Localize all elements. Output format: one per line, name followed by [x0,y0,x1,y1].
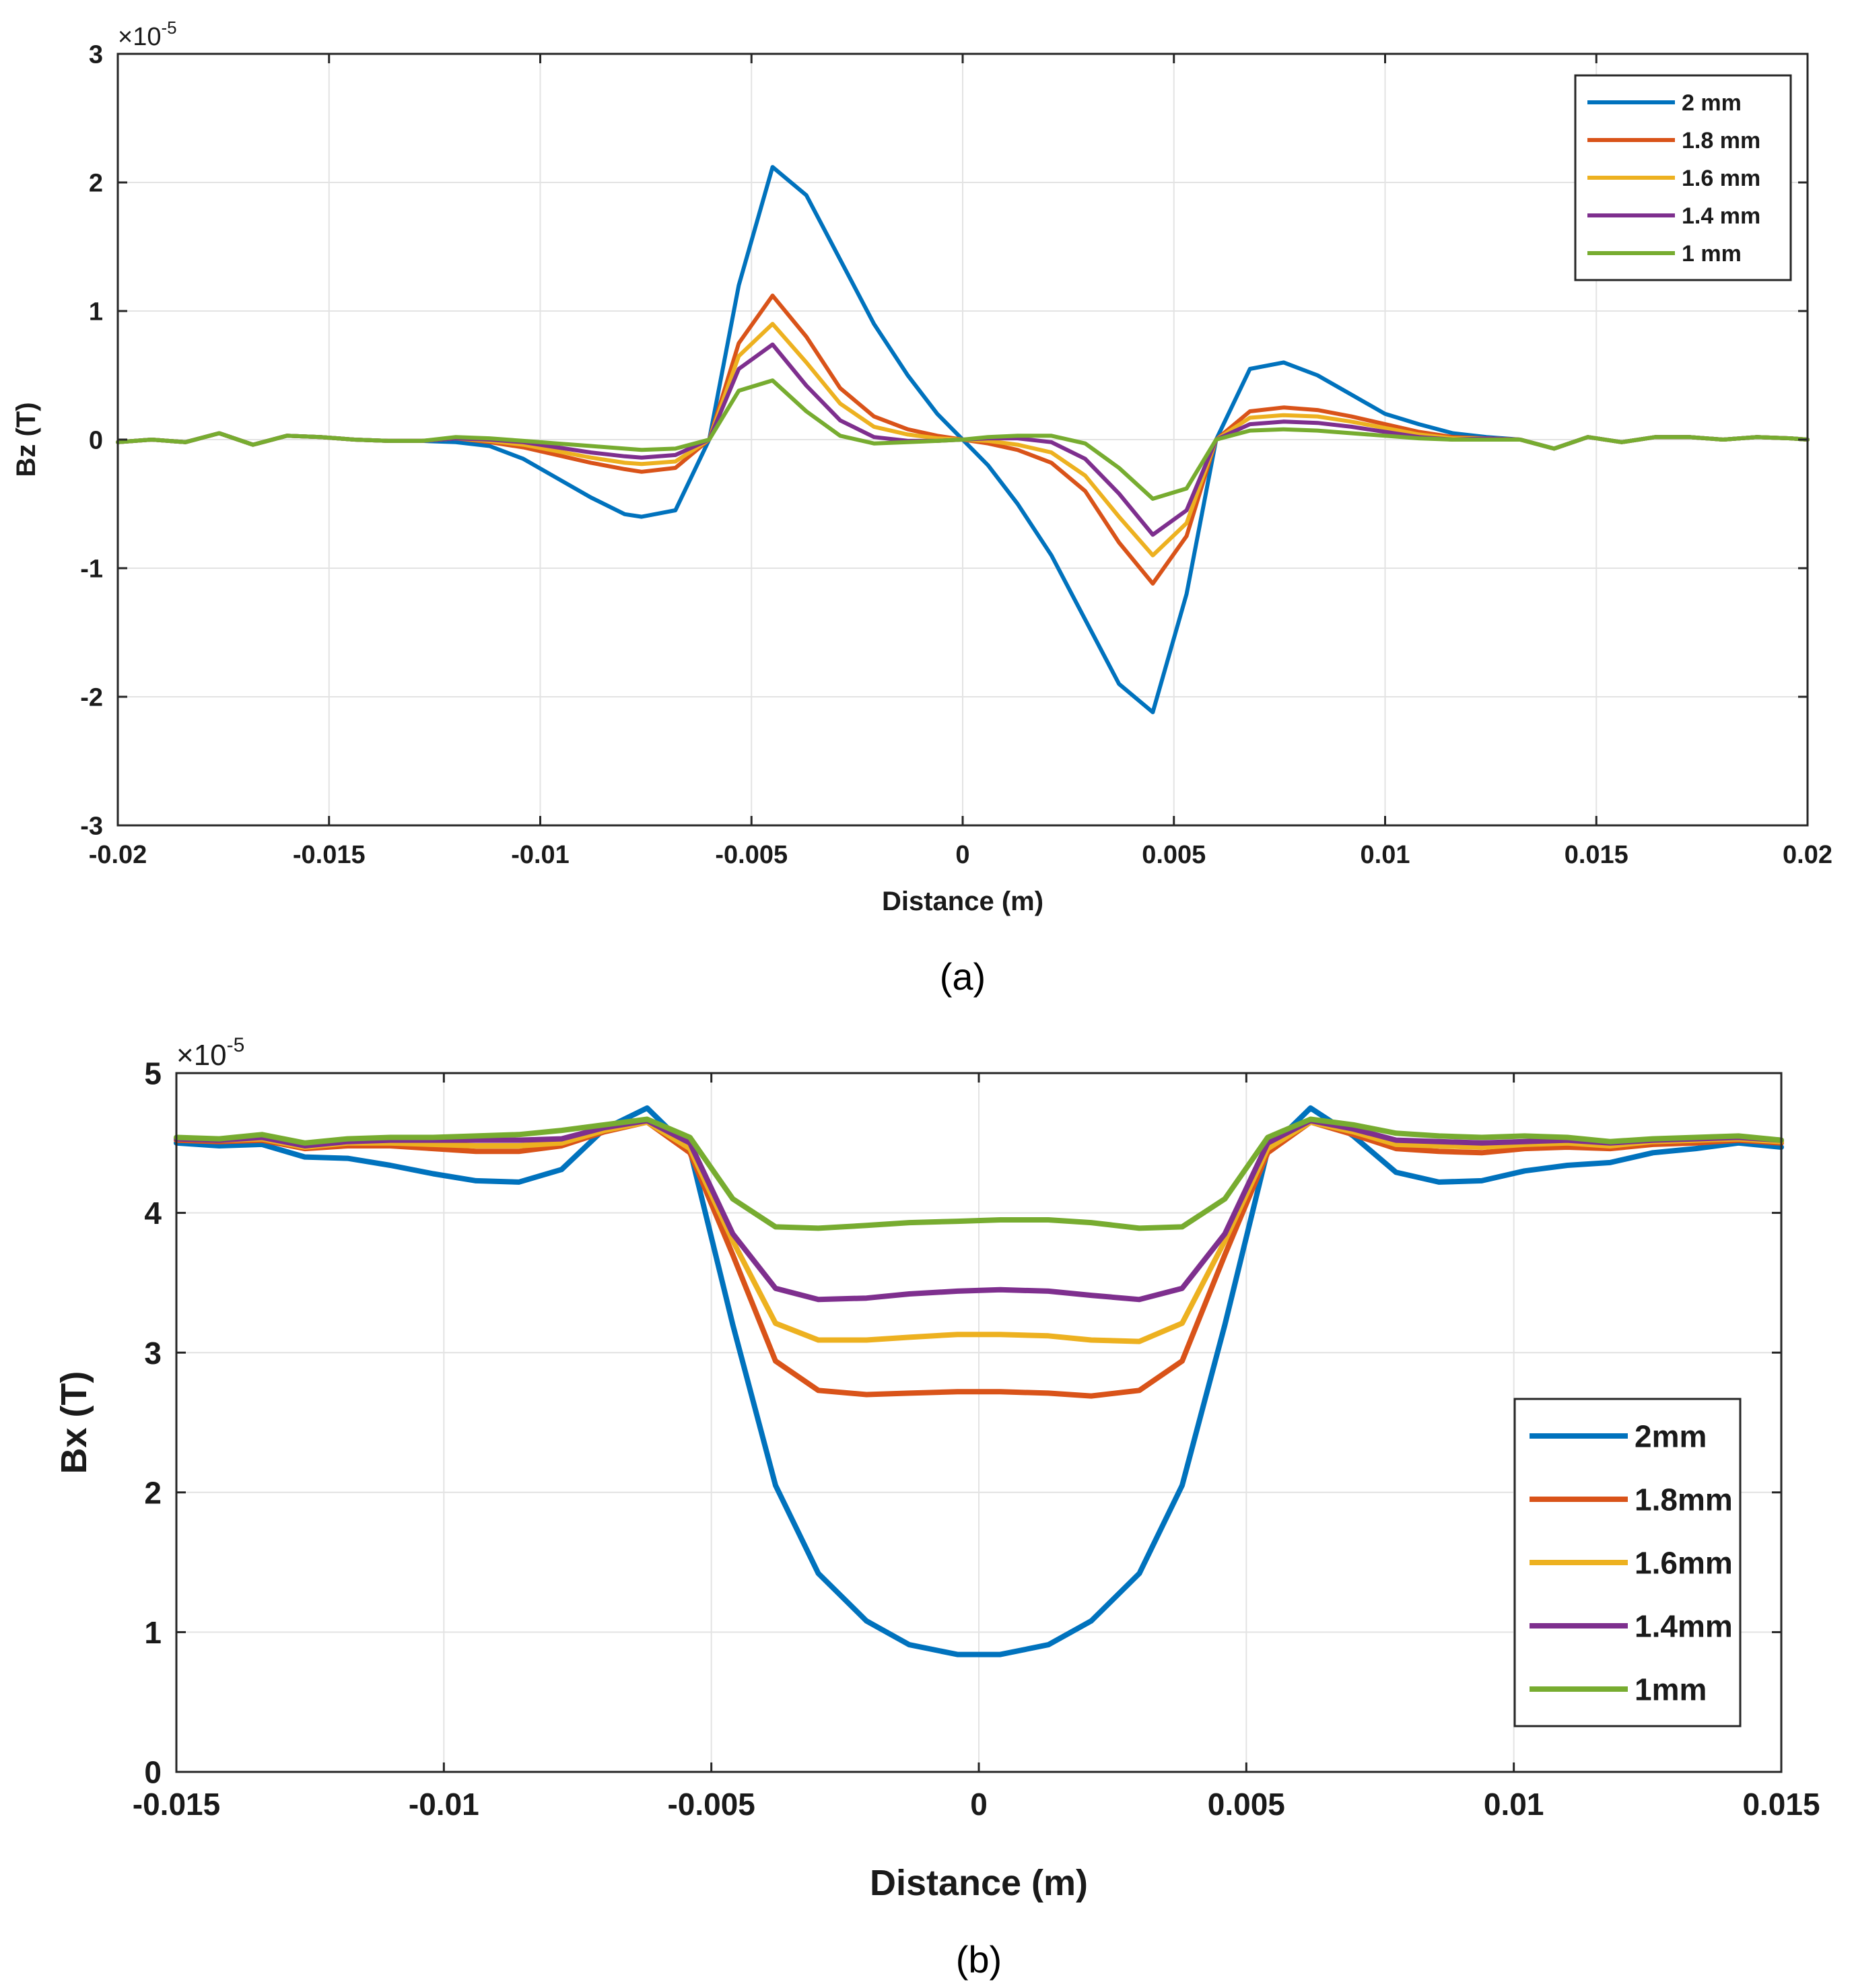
y-tick-label: 3 [89,41,103,69]
axis-exponent: ×10-5 [118,18,177,51]
y-tick-label: 0 [144,1755,162,1790]
y-tick-label: 4 [144,1196,162,1231]
legend-entry-label: 1.6mm [1635,1546,1733,1581]
series-line-1mm [116,378,1810,501]
legend-entry-label: 1.8mm [1635,1482,1733,1517]
y-tick-label: 2 [89,170,103,198]
x-tick-label: -0.015 [133,1787,220,1822]
legend-entry-label: 1 mm [1682,241,1742,267]
x-tick-label: 0.015 [1742,1787,1820,1822]
series-line-1_4mm [174,1118,1784,1303]
x-tick-label: 0 [970,1787,988,1822]
y-tick-label: -2 [80,684,103,712]
axis-exponent-base: ×10 [118,23,161,51]
legend: 2 mm 1.8 mm 1.6 mm 1.4 mm 1 mm [1574,74,1792,281]
x-tick-label: 0.02 [1783,841,1832,869]
ticks: -0.02 -0.015 -0.01 -0.005 0 0.005 0.01 0.015 0.0… [80,41,1832,869]
x-tick-label: -0.015 [293,841,366,869]
x-tick-label: 0.005 [1208,1787,1285,1822]
x-tick-label: -0.005 [715,841,788,869]
x-tick-label: -0.005 [667,1787,755,1822]
y-tick-label: 2 [144,1475,162,1510]
x-tick-label: -0.02 [89,841,147,869]
axis-exponent: ×10-5 [176,1034,244,1072]
y-tick-label: 1 [144,1615,162,1650]
legend-entry-label: 2mm [1635,1419,1707,1454]
axis-exponent-power: -5 [227,1034,245,1056]
y-tick-label: 0 [89,427,103,455]
y-tick-label: 1 [89,298,103,327]
y-axis-label: Bx (T) [54,1371,94,1474]
x-tick-label: 0 [955,841,969,869]
y-tick-label: -1 [80,555,103,584]
axis-exponent-power: -5 [161,18,176,38]
y-tick-label: -3 [80,813,103,841]
x-tick-label: 0.015 [1565,841,1628,869]
axis-exponent-base: ×10 [176,1039,227,1072]
legend-entry-label: 2 mm [1682,90,1742,116]
series-line-1_6mm [174,1119,1784,1344]
legend-entry-label: 1.8 mm [1682,128,1760,153]
ticks: -0.015 -0.01 -0.005 0 0.005 0.01 0.015 0 1 2 3 4 5 [133,1056,1820,1822]
legend: 2mm 1.8mm 1.6mm 1.4mm 1mm [1513,1398,1742,1727]
series-line-1_8mm [174,1119,1784,1399]
series-line-1mm [174,1116,1784,1231]
x-axis-label: Distance (m) [870,1863,1088,1903]
x-axis-label: Distance (m) [882,887,1043,916]
panel-label: (b) [956,1938,1002,1981]
y-axis-label: Bz (T) [11,402,41,477]
legend-entry-label: 1.4 mm [1682,203,1760,229]
legend-entry-label: 1.4mm [1635,1609,1733,1644]
panel-label: (a) [940,955,986,998]
legend-entry-label: 1.6 mm [1682,166,1760,191]
x-tick-label: -0.01 [511,841,570,869]
series-line-2mm [174,1105,1784,1657]
chart-b-bx: -0.015 -0.01 -0.005 0 0.005 0.01 0.015 0 1 2 3 4 5 ×1… [54,1034,1820,1981]
series-group [174,1105,1784,1657]
chart-a-bz: -0.02 -0.015 -0.01 -0.005 0 0.005 0.01 0.015 0.0… [11,18,1832,998]
x-tick-label: 0.01 [1361,841,1410,869]
legend-entry-label: 1mm [1635,1672,1707,1707]
x-tick-label: 0.005 [1142,841,1206,869]
x-tick-label: 0.01 [1484,1787,1544,1822]
y-tick-label: 5 [144,1056,162,1091]
y-tick-label: 3 [144,1336,162,1371]
x-tick-label: -0.01 [409,1787,479,1822]
series-group [116,165,1810,714]
